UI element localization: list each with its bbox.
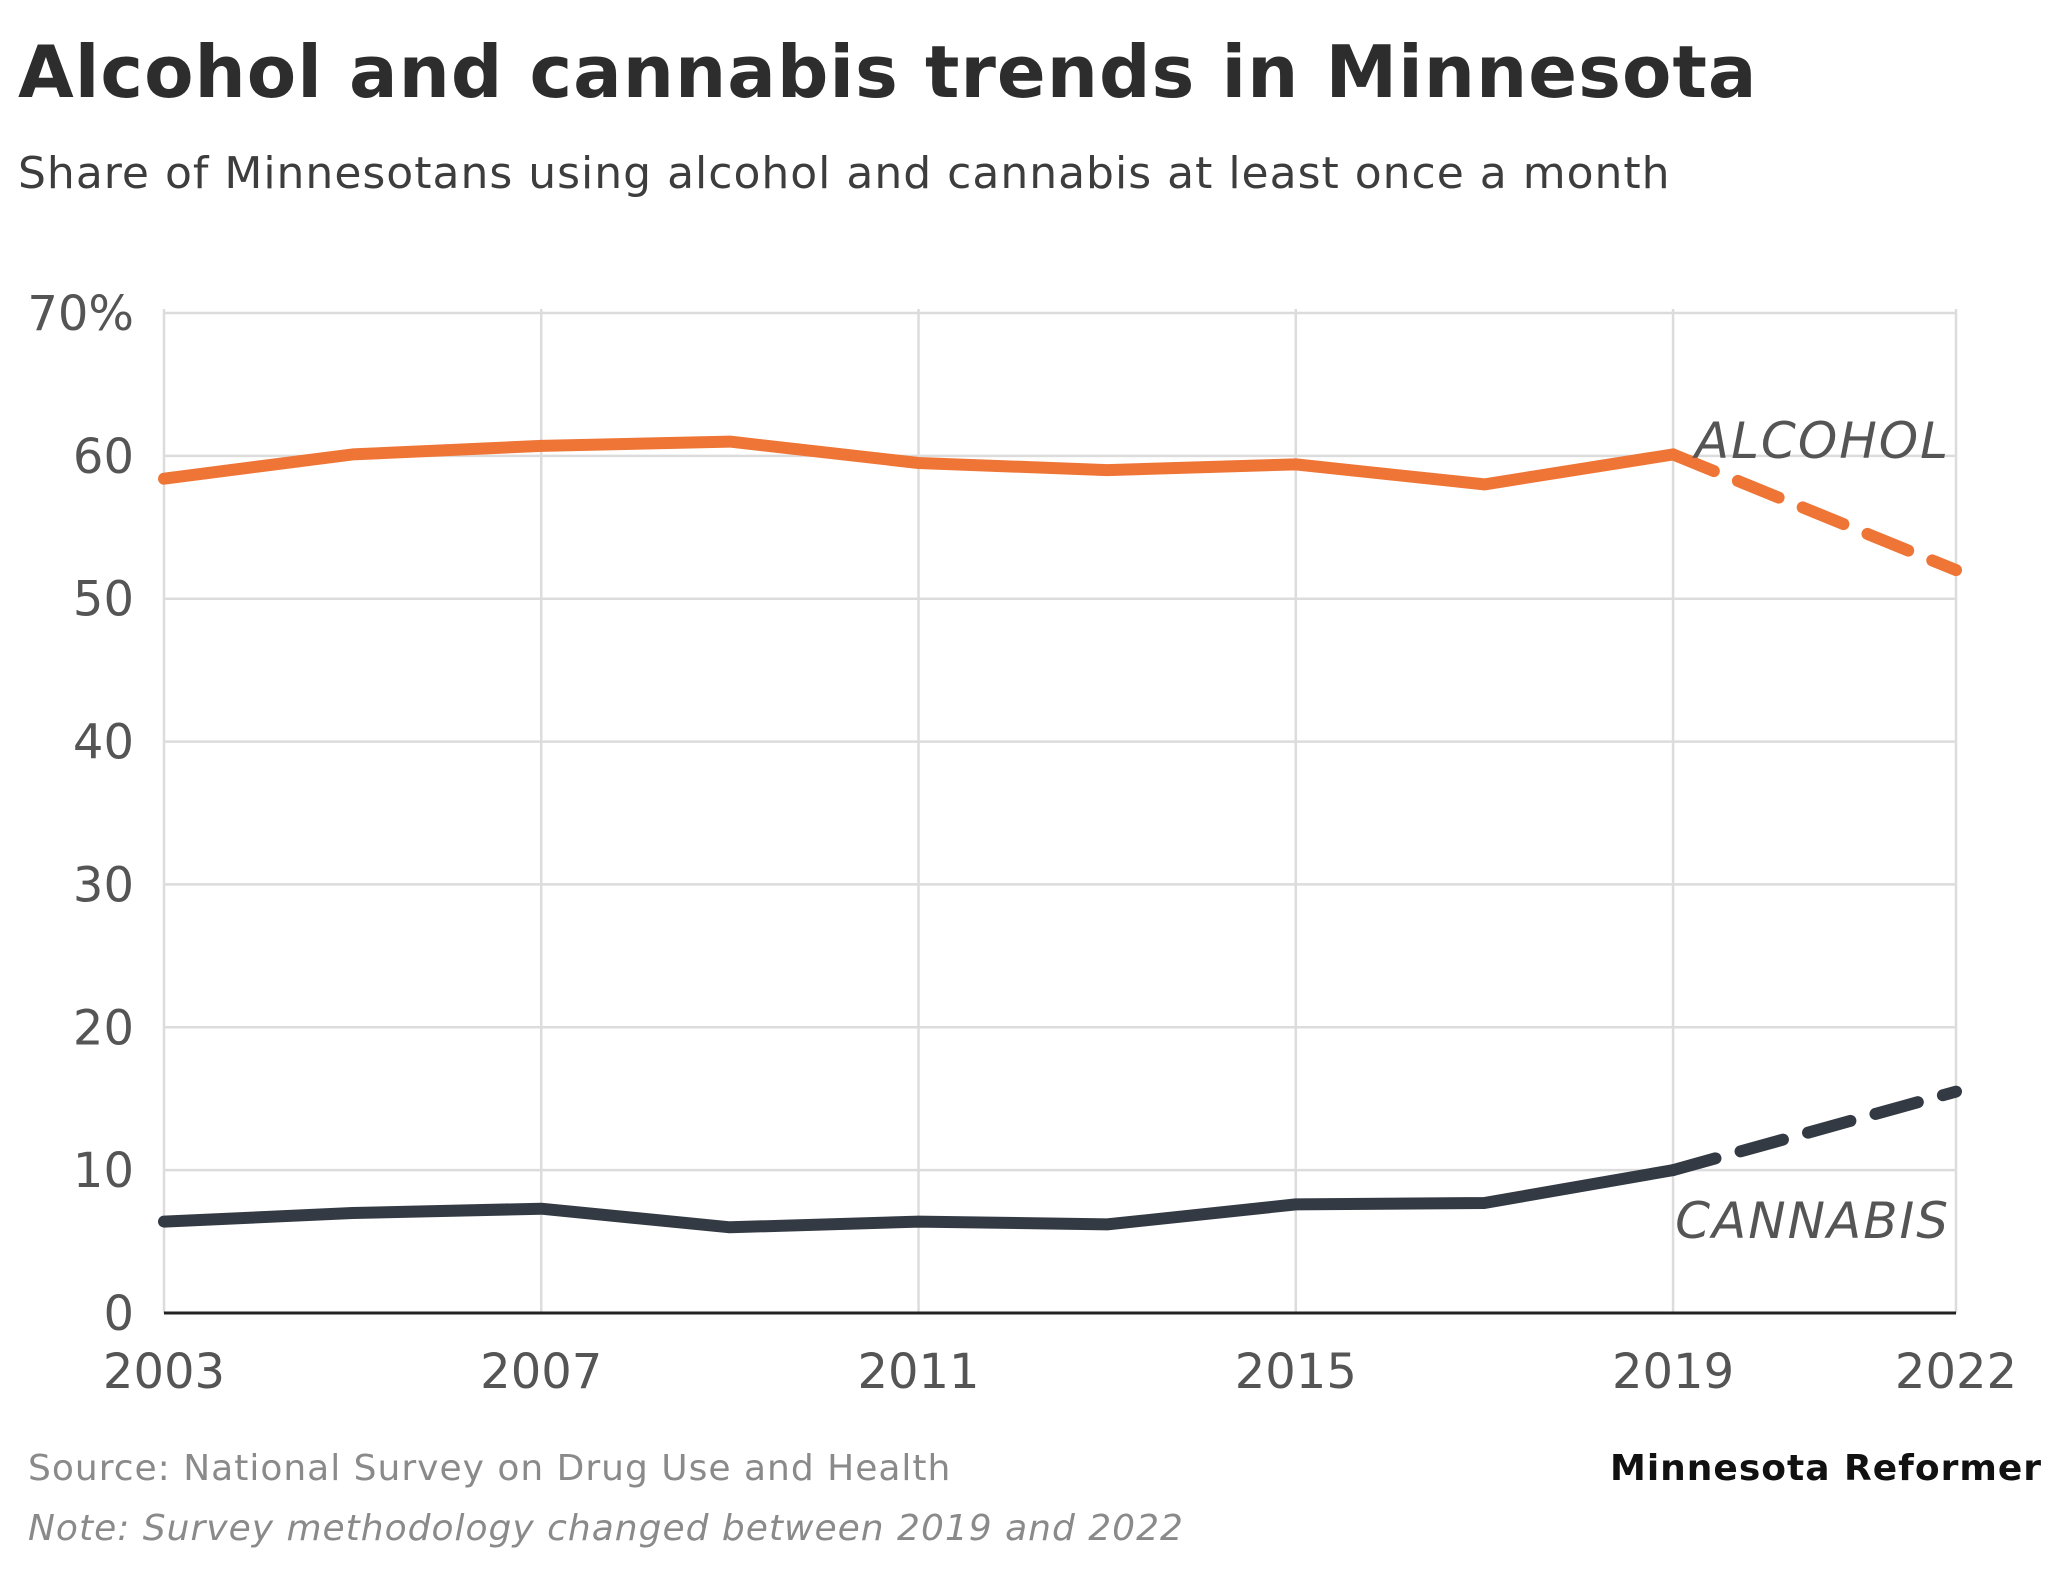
methodology-note: Note: Survey methodology changed between… <box>28 1508 1184 1549</box>
y-tick-label: 70% <box>27 286 134 342</box>
cannabis-series-line <box>158 1164 1680 1234</box>
line-chart: 0 10 20 30 40 50 60 70% 2003 2007 2011 2015 2019 2022… <box>27 286 2017 1400</box>
alcohol-series-label: ALCOHOL <box>1692 412 1950 470</box>
x-tick-label: 2003 <box>103 1344 225 1400</box>
y-tick-label: 30 <box>73 857 134 913</box>
chart-title: Alcohol and cannabis trends in Minnesota <box>18 30 1758 114</box>
publisher-brand: Minnesota Reformer <box>1610 1448 2042 1489</box>
y-tick-label: 10 <box>73 1143 134 1199</box>
x-tick-label: 2007 <box>480 1344 602 1400</box>
alcohol-series-line <box>158 435 1680 491</box>
y-tick-label: 60 <box>73 429 134 485</box>
axes: 0 10 20 30 40 50 60 70% 2003 2007 2011 2015 2019 2022 <box>27 286 2017 1400</box>
x-tick-label: 2019 <box>1612 1344 1734 1400</box>
series-lines <box>158 435 1962 1234</box>
series-labels: ALCOHOL CANNABIS <box>1675 412 1950 1250</box>
grid-lines <box>162 309 1958 1313</box>
y-tick-label: 20 <box>73 1000 134 1056</box>
x-tick-label: 2022 <box>1895 1344 2017 1400</box>
cannabis-series-label: CANNABIS <box>1675 1192 1950 1250</box>
source-note: Source: National Survey on Drug Use and … <box>28 1448 952 1489</box>
x-tick-label: 2015 <box>1235 1344 1357 1400</box>
y-tick-label: 40 <box>73 715 134 771</box>
x-tick-label: 2011 <box>857 1344 979 1400</box>
cannabis-series-dashed-line <box>1667 1085 1962 1177</box>
y-tick-label: 0 <box>103 1286 134 1342</box>
alcohol-series-dashed-line <box>1667 448 1962 577</box>
chart-subtitle: Share of Minnesotans using alcohol and c… <box>18 148 1671 199</box>
y-tick-label: 50 <box>73 572 134 628</box>
